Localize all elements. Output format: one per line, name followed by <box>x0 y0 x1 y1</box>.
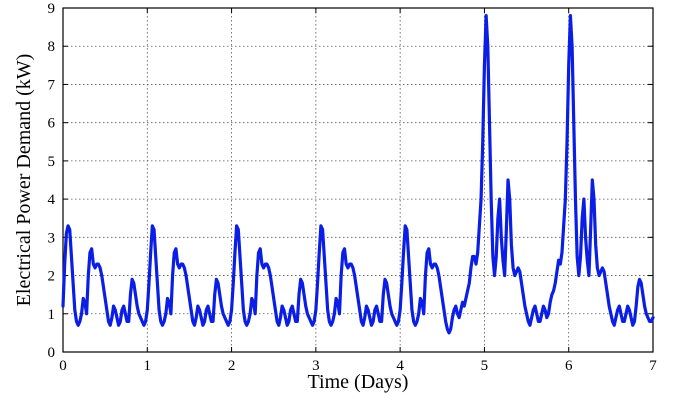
x-tick-label-6: 6 <box>565 358 573 374</box>
y-axis-label: Electrical Power Demand (kW) <box>13 54 35 307</box>
y-tick-label-9: 9 <box>48 1 56 17</box>
tick-labels: 0 1 2 3 4 5 6 7 0 1 2 3 4 5 6 7 8 9 <box>48 1 658 374</box>
x-tick-label-4: 4 <box>396 358 404 374</box>
y-tick-label-1: 1 <box>48 307 56 323</box>
y-tick-label-7: 7 <box>48 77 56 93</box>
y-tick-label-5: 5 <box>48 154 56 170</box>
x-tick-label-2: 2 <box>228 358 236 374</box>
y-tick-label-3: 3 <box>48 230 56 246</box>
x-axis-label: Time (Days) <box>308 371 409 393</box>
x-tick-label-1: 1 <box>144 358 152 374</box>
y-tick-label-4: 4 <box>48 192 56 208</box>
y-tick-label-0: 0 <box>48 345 56 361</box>
plot-frame <box>62 7 654 353</box>
x-tick-label-3: 3 <box>312 358 320 374</box>
y-tick-label-2: 2 <box>48 269 56 285</box>
x-tick-label-5: 5 <box>481 358 489 374</box>
axis-ticks <box>62 7 654 353</box>
x-tick-label-7: 7 <box>649 358 657 374</box>
series-line-power-demand <box>61 14 655 335</box>
y-tick-label-8: 8 <box>48 39 56 55</box>
y-tick-label-6: 6 <box>48 116 56 132</box>
x-tick-label-0: 0 <box>59 358 67 374</box>
